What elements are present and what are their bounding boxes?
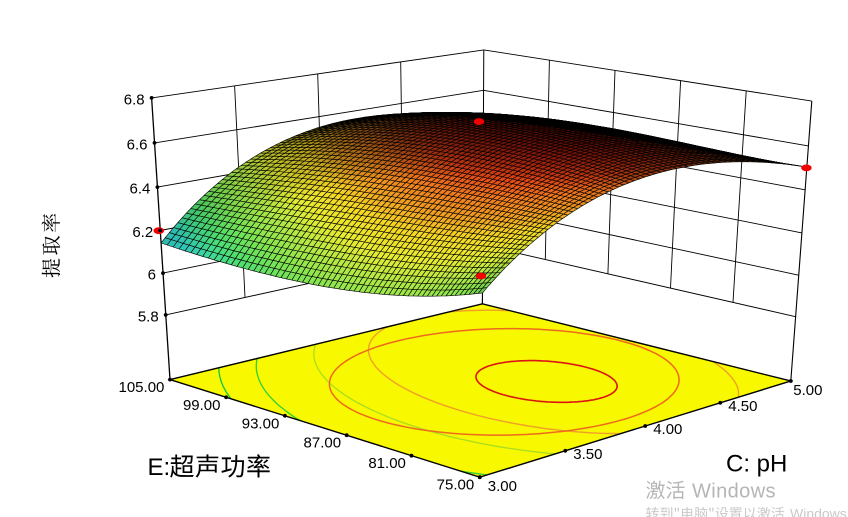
svg-text:87.00: 87.00 xyxy=(304,435,342,452)
svg-text:Windows: Windows xyxy=(790,506,847,517)
svg-text:Windows: Windows xyxy=(692,481,776,503)
svg-text:E:: E: xyxy=(148,454,171,481)
svg-text:6.8: 6.8 xyxy=(124,91,145,108)
svg-text:6.6: 6.6 xyxy=(127,136,148,153)
svg-text:5.8: 5.8 xyxy=(138,308,159,325)
svg-text:75.00: 75.00 xyxy=(437,477,475,494)
svg-text:3.50: 3.50 xyxy=(573,446,602,463)
svg-text:C: pH: C: pH xyxy=(726,451,787,478)
svg-text:4.00: 4.00 xyxy=(653,421,682,438)
svg-text:105.00: 105.00 xyxy=(119,379,165,396)
svg-text:81.00: 81.00 xyxy=(368,455,406,472)
svg-text:3.00: 3.00 xyxy=(488,478,517,495)
svg-text:6.2: 6.2 xyxy=(132,224,153,241)
svg-text:4.50: 4.50 xyxy=(728,398,757,415)
svg-text:99.00: 99.00 xyxy=(183,397,221,414)
svg-text:6.4: 6.4 xyxy=(130,181,151,198)
svg-text:93.00: 93.00 xyxy=(242,415,280,432)
svg-text:5.00: 5.00 xyxy=(793,382,822,399)
svg-text:6: 6 xyxy=(148,267,156,284)
